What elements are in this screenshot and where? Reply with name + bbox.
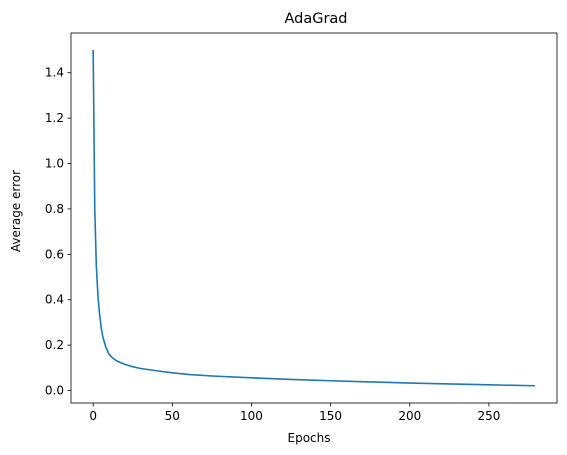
x-tick-label: 150 (319, 409, 342, 423)
y-tick-label: 0.0 (45, 384, 64, 398)
y-axis-label: Average error (9, 170, 23, 252)
plot-frame (70, 32, 558, 404)
y-tick-label: 0.8 (45, 202, 64, 216)
y-tick-label: 1.4 (45, 66, 64, 80)
chart-title: AdaGrad (284, 11, 347, 27)
series-line-1 (92, 50, 535, 387)
y-tick-label: 1.2 (45, 111, 64, 125)
y-tick-label: 0.4 (45, 293, 64, 307)
y-tick-label: 0.2 (45, 338, 64, 352)
x-tick-label: 50 (165, 409, 180, 423)
x-tick-label: 250 (477, 409, 500, 423)
x-tick-label: 0 (89, 409, 97, 423)
x-tick-label: 200 (398, 409, 421, 423)
plot-area (70, 32, 558, 404)
x-tick-label: 100 (240, 409, 263, 423)
y-axis: 0.0 0.2 0.4 0.6 0.8 1.0 1.2 1.4 (45, 66, 71, 398)
x-axis-label: Epochs (288, 431, 331, 445)
y-tick-label: 0.6 (45, 247, 64, 261)
x-axis: 0 50 100 150 200 250 (89, 403, 500, 423)
y-tick-label: 1.0 (45, 157, 64, 171)
